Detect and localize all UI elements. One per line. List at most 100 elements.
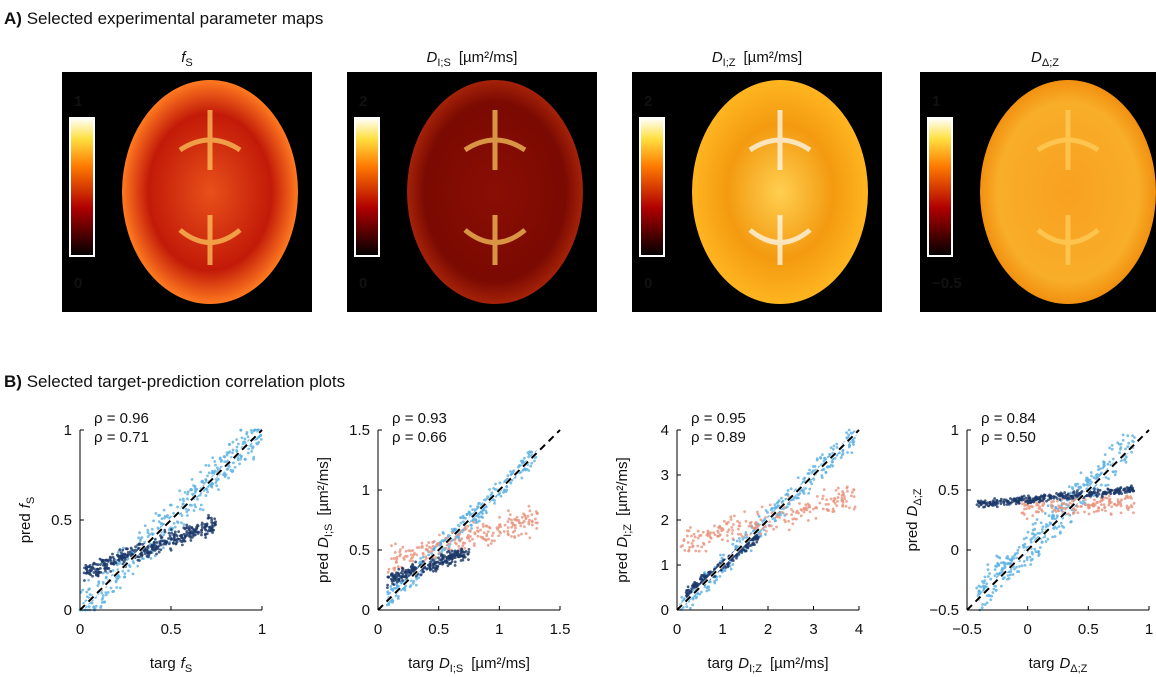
point-cloud xyxy=(491,539,494,542)
x-tick-label: 0 xyxy=(76,621,84,638)
point-cloud xyxy=(1047,538,1050,541)
point-cloud xyxy=(426,567,429,570)
point-cloud xyxy=(157,514,160,517)
point-cloud xyxy=(784,493,787,496)
point-cloud xyxy=(188,528,191,531)
point-cloud xyxy=(461,549,464,552)
point-cloud xyxy=(1000,561,1003,564)
point-cloud xyxy=(680,596,683,599)
point-cloud xyxy=(1090,471,1093,474)
point-cloud xyxy=(466,525,469,528)
point-cloud xyxy=(1131,487,1134,490)
point-cloud xyxy=(1103,503,1106,506)
point-cloud xyxy=(174,538,177,541)
point-cloud xyxy=(104,570,107,573)
point-cloud xyxy=(738,537,741,540)
point-cloud xyxy=(730,568,733,571)
point-cloud xyxy=(765,530,768,533)
point-cloud xyxy=(112,569,115,572)
point-cloud xyxy=(207,517,210,520)
point-cloud xyxy=(214,470,217,473)
point-cloud xyxy=(200,529,203,532)
point-cloud xyxy=(830,498,833,501)
point-cloud xyxy=(1097,491,1100,494)
x-tick-label: 2 xyxy=(764,621,772,638)
label-symbol: D xyxy=(614,537,631,548)
point-cloud xyxy=(460,522,463,525)
point-cloud xyxy=(708,540,711,543)
point-cloud xyxy=(807,492,810,495)
point-cloud xyxy=(395,561,398,564)
point-cloud xyxy=(1110,505,1113,508)
point-cloud xyxy=(709,531,712,534)
point-cloud xyxy=(398,578,401,581)
point-cloud xyxy=(738,521,741,524)
point-cloud xyxy=(808,488,811,491)
point-cloud xyxy=(808,469,811,472)
point-cloud xyxy=(510,526,513,529)
point-cloud xyxy=(509,513,512,516)
point-cloud xyxy=(710,537,713,540)
annotation-text: ρ = 0.71 xyxy=(94,429,149,446)
point-cloud xyxy=(994,568,997,571)
point-cloud xyxy=(523,457,526,460)
point-cloud xyxy=(144,524,147,527)
point-cloud xyxy=(468,548,471,551)
point-cloud xyxy=(1027,531,1030,534)
point-cloud xyxy=(145,549,148,552)
point-cloud xyxy=(396,556,399,559)
point-cloud xyxy=(469,530,472,533)
point-cloud xyxy=(995,565,998,568)
point-cloud xyxy=(231,451,234,454)
point-cloud xyxy=(467,534,470,537)
point-cloud xyxy=(170,504,173,507)
point-cloud xyxy=(698,550,701,553)
point-cloud xyxy=(485,524,488,527)
point-cloud xyxy=(386,576,389,579)
point-cloud xyxy=(475,521,478,524)
point-cloud xyxy=(982,582,985,585)
point-cloud xyxy=(1027,494,1030,497)
label-subscript: S xyxy=(185,663,192,675)
point-cloud xyxy=(169,534,172,537)
point-cloud xyxy=(418,546,421,549)
point-cloud xyxy=(428,567,431,570)
point-cloud xyxy=(100,605,103,608)
point-cloud xyxy=(731,543,734,546)
point-cloud xyxy=(127,553,130,556)
map-title: fS xyxy=(181,49,193,69)
point-cloud xyxy=(430,561,433,564)
point-cloud xyxy=(163,529,166,532)
annotation-text: ρ = 0.84 xyxy=(981,410,1036,427)
point-cloud xyxy=(1016,570,1019,573)
point-cloud xyxy=(451,557,454,560)
point-cloud xyxy=(397,568,400,571)
point-cloud xyxy=(244,438,247,441)
point-cloud xyxy=(407,570,410,573)
point-cloud xyxy=(791,522,794,525)
correlation-annotation: ρ = 0.66 xyxy=(392,429,447,446)
correlation-annotation: ρ = 0.50 xyxy=(981,429,1036,446)
point-cloud xyxy=(714,533,717,536)
point-cloud xyxy=(107,567,110,570)
point-cloud xyxy=(118,576,121,579)
point-cloud xyxy=(1037,511,1040,514)
x-tick-label: 0.5 xyxy=(161,621,182,638)
point-cloud xyxy=(163,509,166,512)
colorbar xyxy=(640,118,664,256)
point-cloud xyxy=(457,545,460,548)
point-cloud xyxy=(530,462,533,465)
point-cloud xyxy=(184,536,187,539)
point-cloud xyxy=(1130,451,1133,454)
point-cloud xyxy=(185,532,188,535)
point-cloud xyxy=(705,550,708,553)
point-cloud xyxy=(755,538,758,541)
point-cloud xyxy=(190,526,193,529)
point-cloud xyxy=(409,550,412,553)
point-cloud xyxy=(449,562,452,565)
point-cloud xyxy=(981,606,984,609)
point-cloud xyxy=(835,489,838,492)
point-cloud xyxy=(394,543,397,546)
point-cloud xyxy=(1040,521,1043,524)
point-cloud xyxy=(745,520,748,523)
